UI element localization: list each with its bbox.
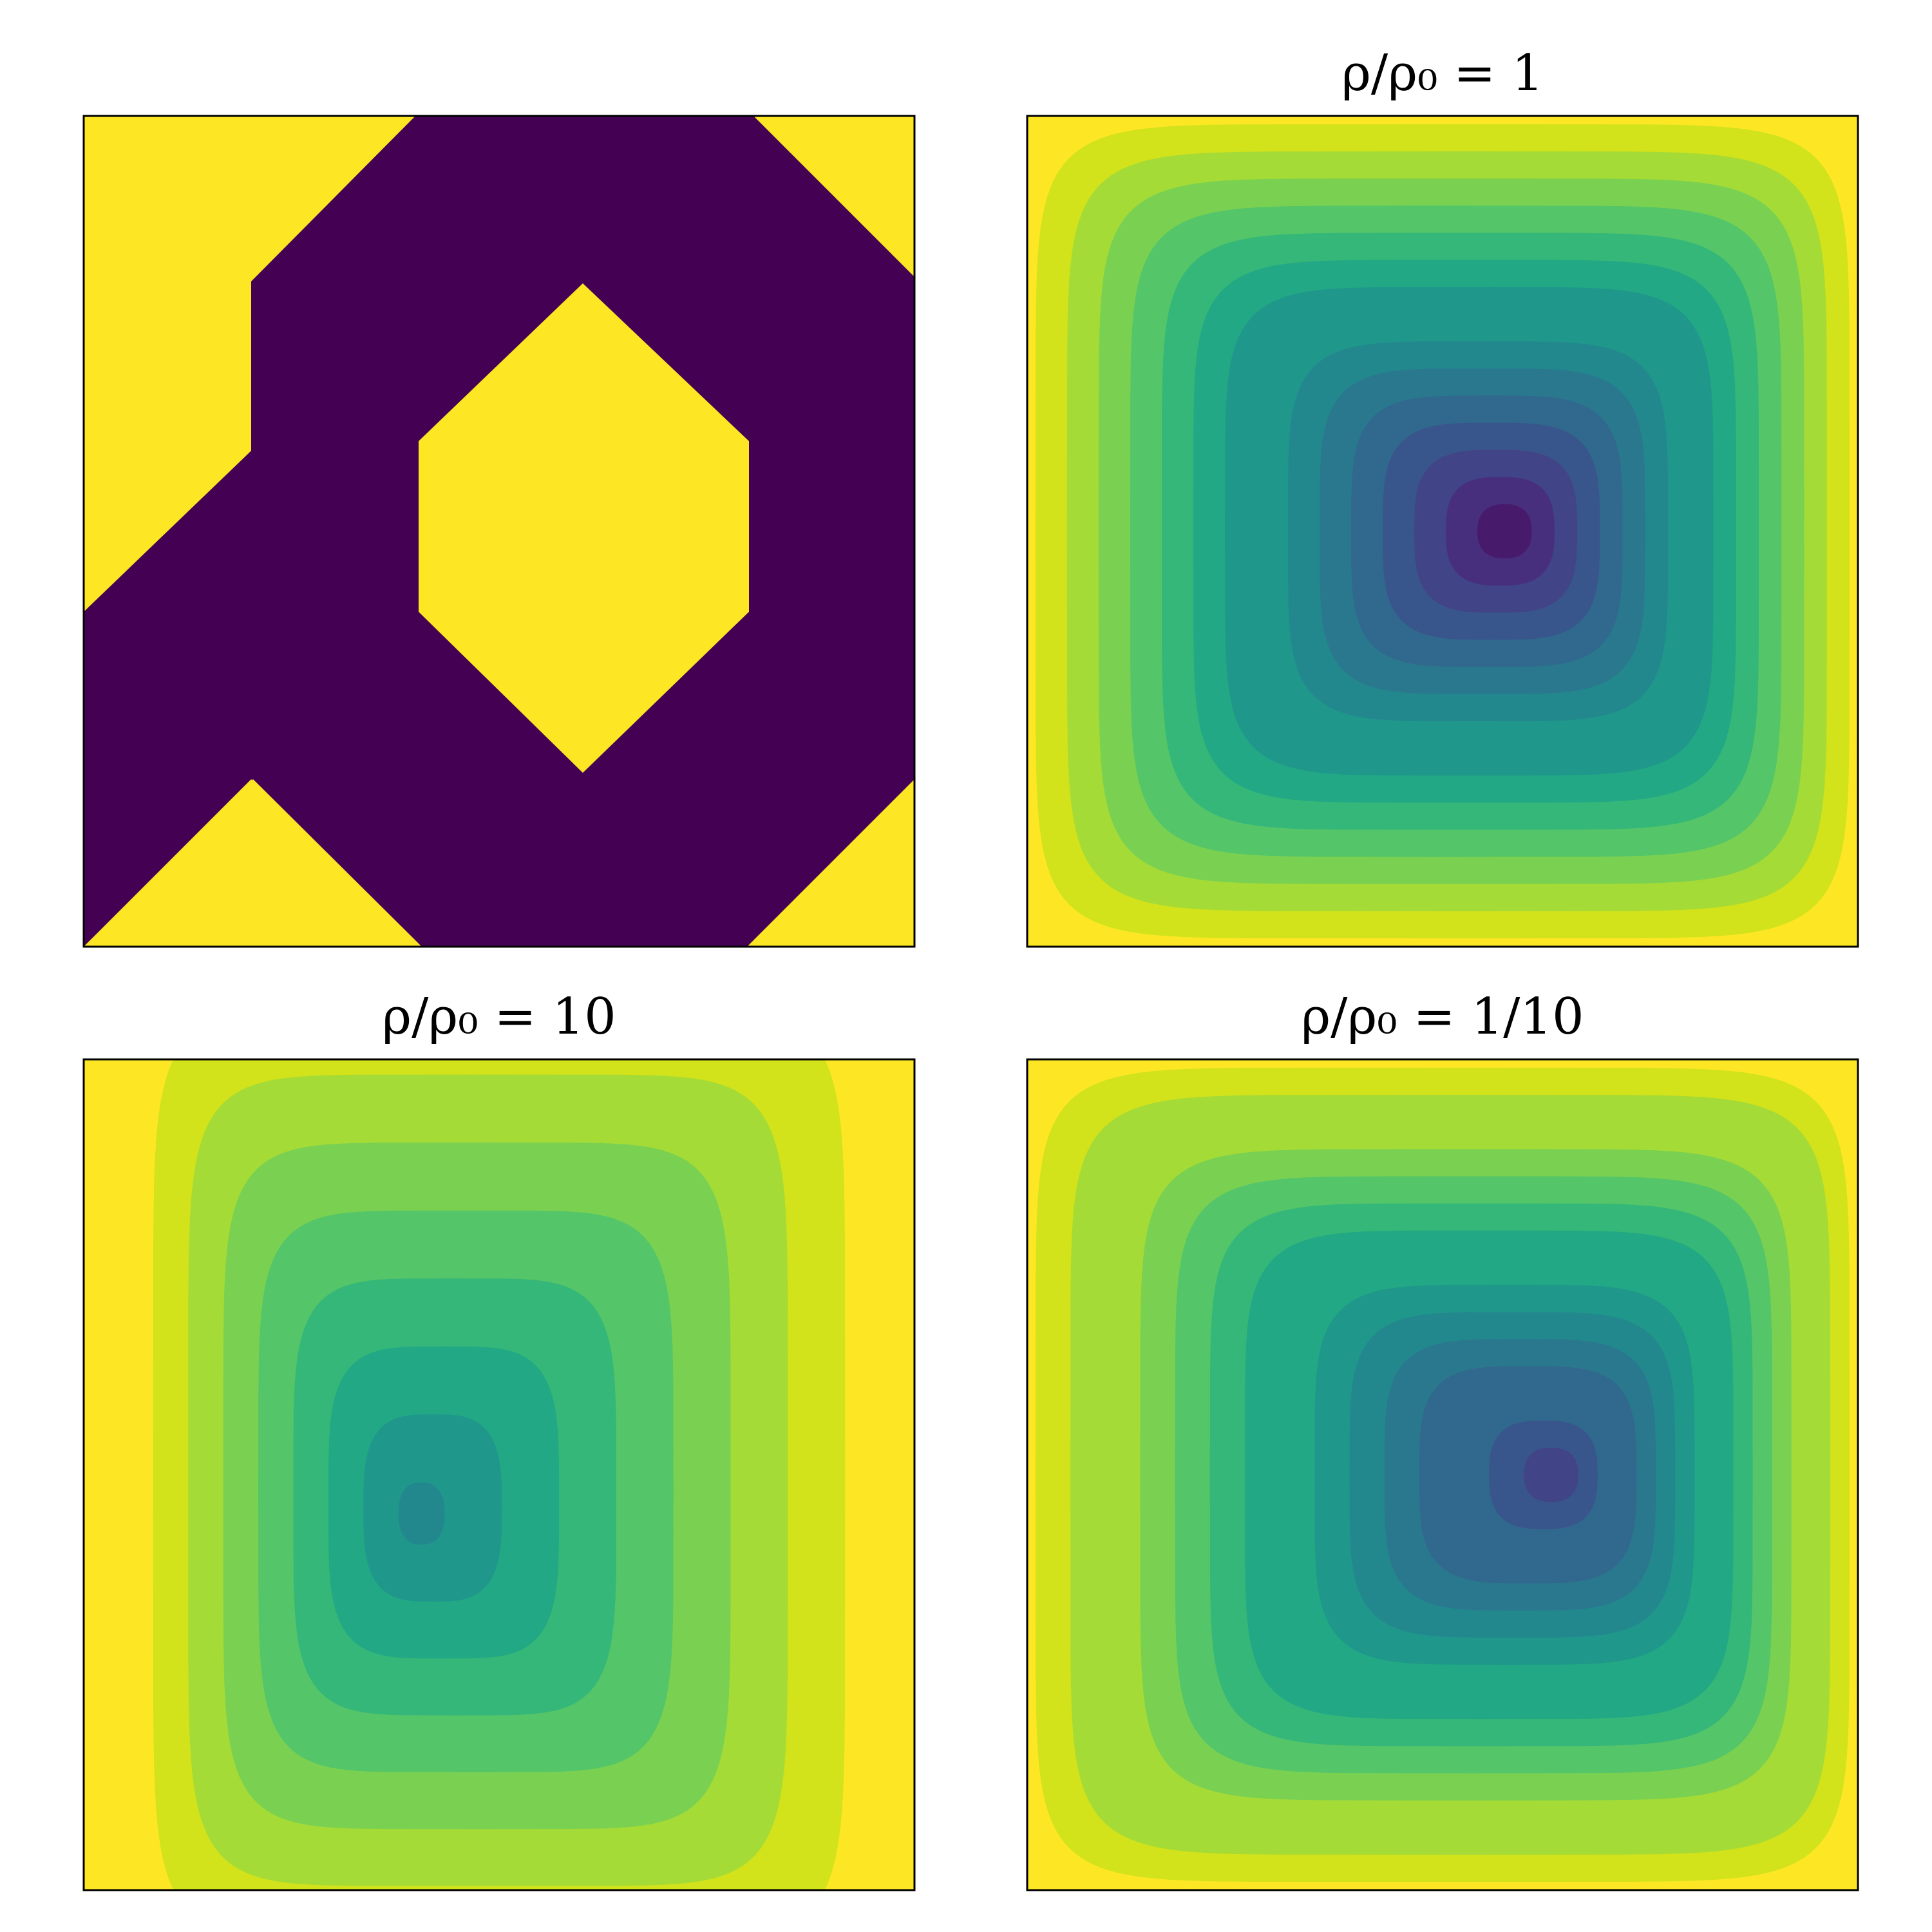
panel-title: ρ/ρ₀ = 10 <box>382 988 616 1046</box>
contour-band <box>398 1482 445 1545</box>
panel-rho-1-10: ρ/ρ₀ = 1/10 <box>1026 988 1859 1891</box>
contour-field <box>1027 116 1858 947</box>
panel-rho-10: ρ/ρ₀ = 10 <box>82 988 916 1891</box>
contour-band <box>1524 1447 1578 1502</box>
panel-frame <box>82 115 916 948</box>
bottom-left-void <box>84 779 422 947</box>
panel-frame <box>1026 115 1859 948</box>
contour-band <box>1477 504 1532 559</box>
panel-frame <box>82 1058 916 1891</box>
panel-frame <box>1026 1058 1859 1891</box>
contour-field <box>1027 1059 1858 1890</box>
panel-material-layout <box>82 115 916 948</box>
contour-field <box>84 1059 914 1890</box>
panel-title: ρ/ρ₀ = 1/10 <box>1301 988 1584 1046</box>
hexagon-void <box>419 283 749 773</box>
panel-title: ρ/ρ₀ = 1 <box>1341 44 1544 102</box>
panel-rho-1: ρ/ρ₀ = 1 <box>1026 44 1859 948</box>
